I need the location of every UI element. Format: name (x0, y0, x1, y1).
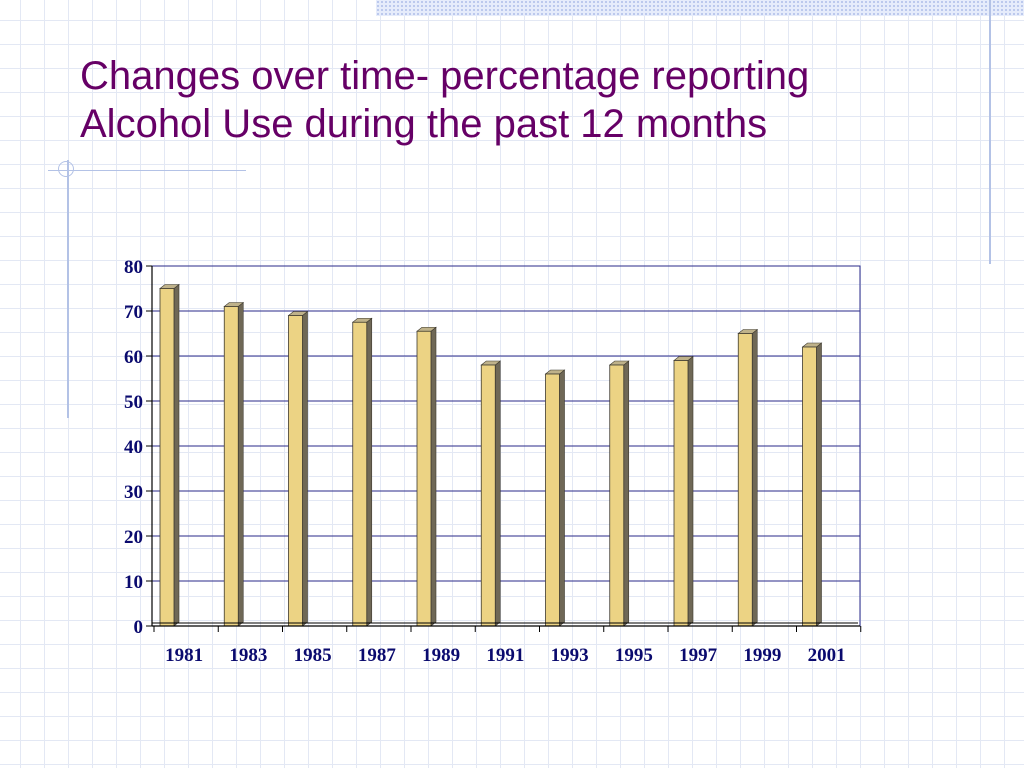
bar (673, 360, 689, 627)
y-tick-label: 10 (124, 572, 143, 593)
bar-side (302, 310, 308, 627)
x-tick-label: 1995 (615, 645, 653, 666)
bar (416, 330, 432, 627)
x-tick-label: 1983 (229, 645, 267, 666)
y-tick-label: 60 (124, 347, 143, 368)
x-tick-label: 2001 (808, 645, 846, 666)
y-tick-label: 80 (124, 257, 143, 278)
y-tick-label: 70 (124, 302, 143, 323)
x-tick-label: 1981 (165, 645, 203, 666)
bar-side (559, 369, 565, 627)
y-tick-label: 20 (124, 527, 143, 548)
slide-title-line-1: Changes over time- percentage reporting (80, 54, 810, 98)
x-tick-label: 1985 (294, 645, 332, 666)
x-tick-label: 1997 (679, 645, 718, 666)
bar-side (366, 317, 373, 627)
x-tick-label: 1993 (551, 645, 589, 666)
bar (545, 373, 560, 627)
slide-title: Changes over time- percentage reporting … (80, 52, 980, 148)
bar-side (751, 328, 758, 627)
bar (737, 333, 753, 627)
bar (159, 288, 175, 627)
bar-side (687, 355, 694, 627)
y-tick-label: 0 (134, 617, 144, 638)
bar-side (494, 360, 501, 627)
bar (802, 346, 817, 627)
bar (609, 364, 625, 627)
bar-side (173, 283, 180, 627)
x-tick-label: 1999 (743, 645, 781, 666)
bar-side (430, 326, 437, 627)
x-tick-label: 1991 (486, 645, 524, 666)
bar (223, 306, 239, 627)
y-tick-label: 50 (124, 392, 143, 413)
bar-side (237, 301, 244, 627)
bar-side (623, 360, 630, 627)
chart-bars (159, 283, 823, 627)
top-decor-band (376, 0, 1024, 16)
x-tick-label: 1989 (422, 645, 460, 666)
slide-title-line-2: Alcohol Use during the past 12 months (80, 102, 768, 146)
right-decor-line (989, 0, 991, 264)
bar (288, 315, 303, 627)
chart-labels: 0 10 20 30 40 50 60 70 80 1981 1983 1985 1987 1989 199… (124, 257, 846, 666)
bar (480, 364, 496, 627)
title-underline-decor (48, 170, 246, 171)
crosshair-decor-icon (58, 161, 74, 177)
bar (352, 321, 368, 627)
left-decor-line (67, 160, 69, 418)
bar-side (816, 342, 822, 627)
x-tick-label: 1987 (358, 645, 397, 666)
y-tick-label: 40 (124, 437, 143, 458)
chart-axes (146, 265, 862, 632)
y-tick-label: 30 (124, 482, 143, 503)
